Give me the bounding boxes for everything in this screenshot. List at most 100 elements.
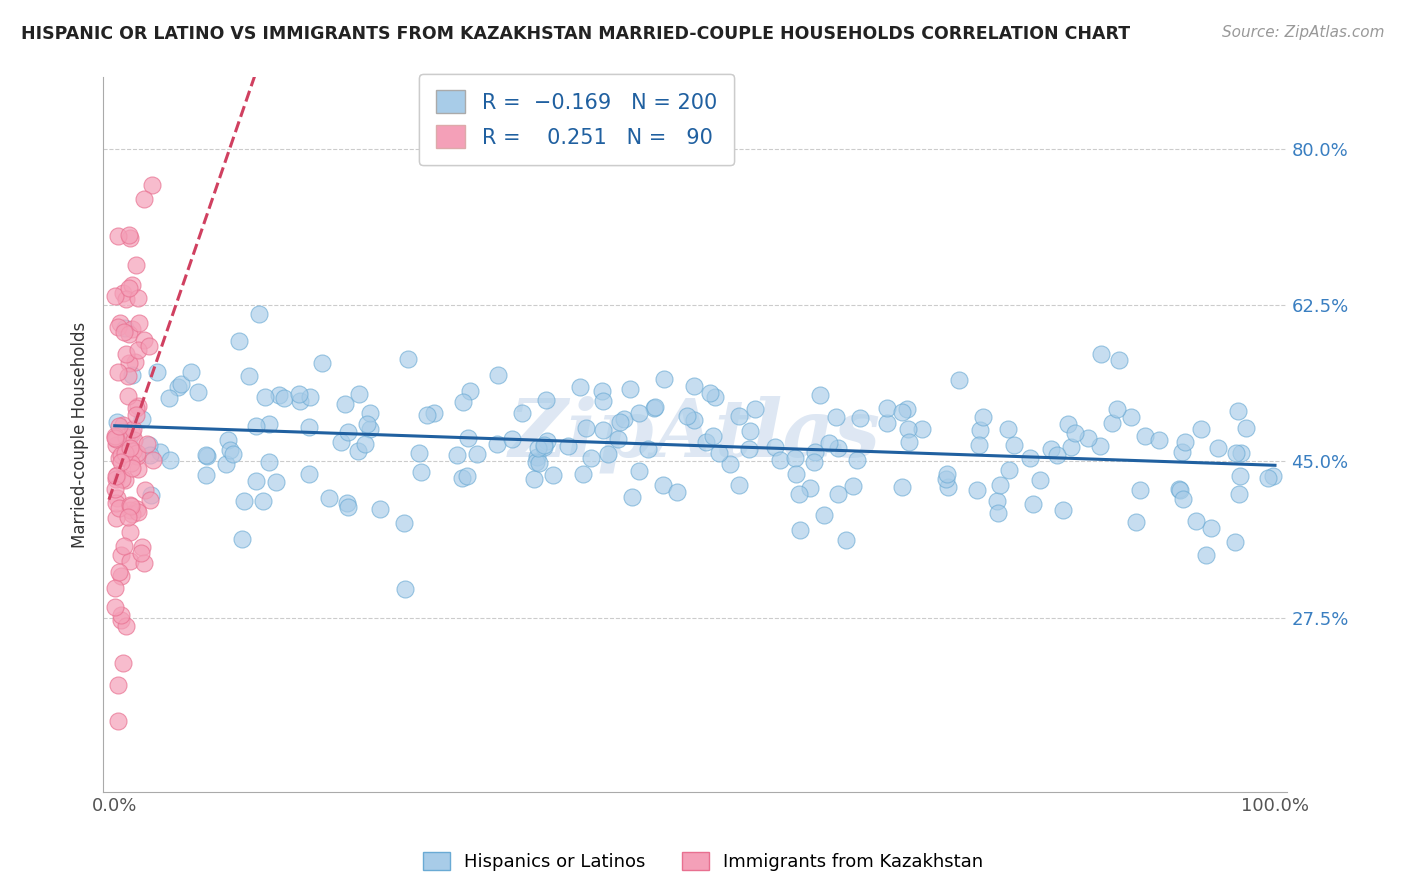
Point	[298, 390, 321, 404]
Point	[110, 455, 132, 469]
Point	[141, 178, 163, 192]
Point	[139, 488, 162, 502]
Point	[1064, 425, 1087, 440]
Point	[149, 444, 172, 458]
Point	[125, 258, 148, 272]
Point	[114, 292, 136, 306]
Point	[411, 465, 433, 479]
Point	[347, 444, 370, 458]
Point	[967, 438, 990, 452]
Point	[456, 469, 478, 483]
Point	[252, 493, 274, 508]
Point	[105, 468, 128, 483]
Point	[628, 406, 651, 420]
Point	[1263, 468, 1285, 483]
Point	[935, 472, 957, 486]
Point	[1199, 521, 1222, 535]
Point	[127, 501, 149, 516]
Point	[392, 516, 415, 530]
Point	[127, 462, 149, 476]
Point	[1227, 403, 1250, 417]
Point	[533, 438, 555, 452]
Point	[104, 431, 127, 445]
Point	[118, 431, 141, 445]
Point	[159, 452, 181, 467]
Point	[115, 619, 138, 633]
Point	[1227, 487, 1250, 501]
Point	[117, 389, 139, 403]
Point	[187, 385, 209, 400]
Point	[108, 418, 131, 433]
Point	[118, 326, 141, 341]
Point	[451, 395, 474, 409]
Point	[415, 408, 437, 422]
Point	[353, 437, 375, 451]
Point	[121, 461, 143, 475]
Point	[683, 379, 706, 393]
Point	[105, 437, 128, 451]
Point	[121, 507, 143, 521]
Point	[727, 478, 749, 492]
Point	[579, 451, 602, 466]
Point	[121, 322, 143, 336]
Point	[138, 438, 160, 452]
Point	[510, 406, 533, 420]
Point	[969, 423, 991, 437]
Point	[180, 365, 202, 379]
Point	[124, 355, 146, 369]
Point	[808, 388, 831, 402]
Point	[157, 391, 180, 405]
Point	[368, 502, 391, 516]
Point	[131, 411, 153, 425]
Point	[523, 472, 546, 486]
Point	[1059, 440, 1081, 454]
Point	[288, 393, 311, 408]
Point	[1101, 417, 1123, 431]
Point	[104, 511, 127, 525]
Point	[136, 437, 159, 451]
Point	[105, 433, 128, 447]
Point	[911, 422, 934, 436]
Point	[115, 346, 138, 360]
Point	[1195, 548, 1218, 562]
Point	[1019, 450, 1042, 465]
Point	[948, 373, 970, 387]
Point	[966, 483, 988, 497]
Point	[122, 443, 145, 458]
Point	[111, 285, 134, 300]
Point	[127, 400, 149, 414]
Point	[1108, 352, 1130, 367]
Point	[450, 470, 472, 484]
Point	[194, 467, 217, 482]
Point	[849, 411, 872, 425]
Point	[125, 449, 148, 463]
Point	[1168, 483, 1191, 498]
Point	[986, 494, 1008, 508]
Point	[114, 445, 136, 459]
Point	[799, 481, 821, 495]
Point	[988, 478, 1011, 492]
Point	[311, 356, 333, 370]
Point	[273, 392, 295, 406]
Point	[132, 333, 155, 347]
Point	[408, 446, 430, 460]
Point	[682, 413, 704, 427]
Point	[486, 436, 509, 450]
Point	[1185, 514, 1208, 528]
Text: HISPANIC OR LATINO VS IMMIGRANTS FROM KAZAKHSTAN MARRIED-COUPLE HOUSEHOLDS CORRE: HISPANIC OR LATINO VS IMMIGRANTS FROM KA…	[21, 25, 1130, 43]
Point	[121, 426, 143, 441]
Point	[228, 334, 250, 348]
Point	[107, 229, 129, 244]
Point	[898, 434, 921, 449]
Point	[111, 472, 134, 486]
Point	[359, 406, 381, 420]
Point	[125, 408, 148, 422]
Point	[737, 442, 759, 456]
Point	[120, 524, 142, 539]
Point	[621, 490, 644, 504]
Point	[114, 321, 136, 335]
Point	[728, 409, 751, 424]
Point	[1171, 444, 1194, 458]
Point	[619, 382, 641, 396]
Text: Source: ZipAtlas.com: Source: ZipAtlas.com	[1222, 25, 1385, 40]
